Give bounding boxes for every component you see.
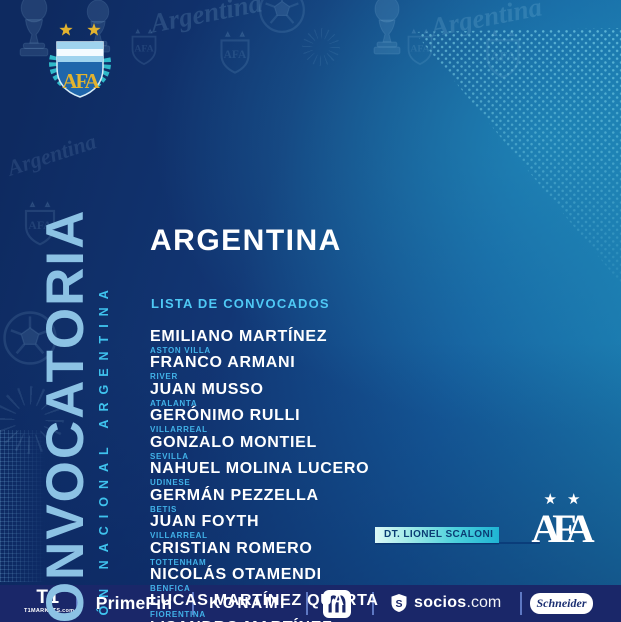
player-club: VILLARREAL bbox=[150, 425, 208, 435]
player-row: LISANDRO MARTÍNEZ AJAX bbox=[150, 619, 621, 622]
sponsor-schneider-logo: Schneider bbox=[530, 593, 593, 614]
golden-arches-icon bbox=[328, 595, 346, 613]
player-club: ASTON VILLA bbox=[150, 346, 211, 355]
player-row: GERÓNIMO RULLI VILLARREAL bbox=[150, 407, 621, 435]
sponsor-t1-sublabel: T1MARKETS.com bbox=[24, 608, 75, 614]
sponsor-konami-logo: KONAMI bbox=[209, 594, 287, 612]
player-row: CRISTIAN ROMERO TOTTENHAM bbox=[150, 539, 621, 567]
player-name: GERMÁN PEZZELLA bbox=[150, 486, 319, 504]
sponsor-socios-logo: S socios.com bbox=[390, 592, 501, 614]
sponsor-bar: T1 T1MARKETS.com PrimeFin KONAMI S socio… bbox=[0, 585, 621, 622]
player-name: GONZALO MONTIEL bbox=[150, 433, 317, 451]
player-row: JUAN MUSSO ATALANTA bbox=[150, 380, 621, 408]
afa-crest-logo: AFA bbox=[49, 23, 111, 98]
watermark-script-text: Argentina bbox=[4, 128, 100, 181]
socios-shield-icon: S bbox=[391, 594, 407, 612]
player-row: NICOLÁS OTAMENDI BENFICA bbox=[150, 565, 621, 593]
player-name: LISANDRO MARTÍNEZ bbox=[150, 619, 621, 622]
player-club: UDINESE bbox=[150, 478, 191, 488]
afa-monogram-text: AFA bbox=[531, 506, 594, 551]
player-club: TOTTENHAM bbox=[150, 557, 207, 567]
vertical-title: CONVOCATORIA bbox=[36, 208, 95, 622]
player-club: ATALANTA bbox=[150, 398, 198, 408]
player-name: NAHUEL MOLINA LUCERO bbox=[150, 460, 370, 478]
squad-list-left: EMILIANO MARTÍNEZ ASTON VILLA FRANCO ARM… bbox=[150, 329, 621, 622]
player-name: GERÓNIMO RULLI bbox=[150, 407, 301, 425]
player-name: JUAN FOYTH bbox=[150, 513, 260, 531]
sponsor-divider bbox=[520, 592, 522, 615]
coach-name: DT. LIONEL SCALONI bbox=[384, 529, 494, 540]
watermark-script-text: Argentina bbox=[148, 0, 265, 39]
sun-rays-decoration bbox=[300, 26, 342, 68]
player-row: FRANCO ARMANI RIVER bbox=[150, 354, 621, 382]
player-name: EMILIANO MARTÍNEZ bbox=[150, 328, 328, 345]
page-subtitle: LISTA DE CONVOCADOS bbox=[151, 296, 330, 311]
sponsor-primefin-logo: PrimeFin bbox=[95, 593, 173, 613]
player-row: LUCAS MARTÍNEZ QUARTA FIORENTINA bbox=[150, 592, 621, 620]
crest-star-icon bbox=[59, 23, 73, 36]
sponsor-schneider-label: Schneider bbox=[536, 596, 587, 610]
afa-stars-icon: ★★ bbox=[543, 491, 591, 508]
player-row: EMILIANO MARTÍNEZ ASTON VILLA bbox=[150, 328, 621, 356]
player-row: JUAN FOYTH VILLARREAL bbox=[150, 513, 621, 541]
player-name: CRISTIAN ROMERO bbox=[150, 539, 313, 557]
player-name: NICOLÁS OTAMENDI bbox=[150, 565, 322, 583]
sponsor-divider bbox=[192, 592, 194, 615]
watermark-script-text: Argentina bbox=[428, 0, 545, 43]
afa-monogram-logo: ★★ AFA bbox=[526, 492, 598, 550]
sponsor-mcdonalds-logo bbox=[323, 589, 351, 618]
coach-badge: DT. LIONEL SCALONI bbox=[375, 527, 499, 543]
player-club: FIORENTINA bbox=[150, 610, 206, 620]
sponsor-divider bbox=[372, 592, 374, 615]
player-row: NAHUEL MOLINA LUCERO UDINESE bbox=[150, 460, 621, 488]
sponsor-t1-logo: T1 T1MARKETS.com bbox=[24, 587, 75, 615]
crest-monogram: AFA bbox=[62, 69, 100, 93]
player-club: VILLARREAL bbox=[150, 531, 208, 541]
player-name: LUCAS MARTÍNEZ QUARTA bbox=[150, 592, 379, 610]
player-name: FRANCO ARMANI bbox=[150, 354, 296, 372]
player-club: BENFICA bbox=[150, 583, 191, 593]
coach-underline-decoration bbox=[378, 542, 540, 545]
vertical-subtitle: SELECCIÓN NACIONAL ARGENTINA bbox=[97, 282, 111, 622]
player-club: SEVILLA bbox=[150, 451, 189, 461]
player-club: RIVER bbox=[150, 372, 178, 382]
svg-text:S: S bbox=[395, 598, 402, 610]
sponsor-t1-label: T1 bbox=[36, 587, 60, 608]
player-row: GERMÁN PEZZELLA BETIS bbox=[150, 486, 621, 514]
crest-star-icon bbox=[87, 23, 101, 36]
player-club: BETIS bbox=[150, 504, 178, 514]
sponsor-socios-suffix: .com bbox=[466, 594, 502, 611]
player-row: GONZALO MONTIEL SEVILLA bbox=[150, 433, 621, 461]
player-name: JUAN MUSSO bbox=[150, 380, 264, 398]
page-title: ARGENTINA bbox=[150, 224, 342, 257]
sponsor-divider bbox=[306, 592, 308, 615]
sponsor-socios-label: socios bbox=[414, 594, 467, 611]
sponsor-divider bbox=[76, 592, 78, 615]
